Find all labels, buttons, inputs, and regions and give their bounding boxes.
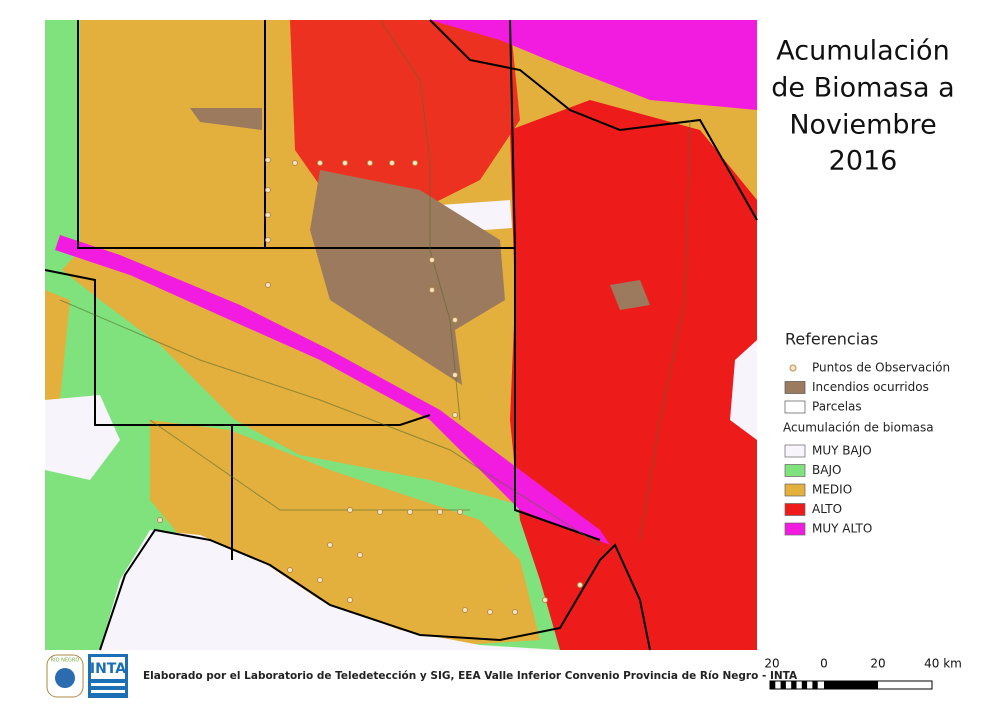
observation-point bbox=[327, 542, 333, 548]
legend-swatch bbox=[784, 483, 806, 497]
legend-swatch bbox=[784, 503, 806, 516]
observation-point bbox=[292, 160, 298, 166]
muy-alto-strip bbox=[55, 235, 610, 545]
scale-segment bbox=[824, 681, 878, 689]
seal-logo: RIO NEGRO bbox=[46, 654, 84, 698]
legend-swatch bbox=[784, 522, 806, 536]
observation-point bbox=[317, 160, 323, 166]
legend-subtitle: Acumulación de biomasa bbox=[783, 421, 934, 435]
scale-label: 20 bbox=[764, 657, 779, 671]
scale-bar: 20 0 20 40 km bbox=[764, 657, 962, 690]
muy-bajo-patch bbox=[45, 395, 120, 480]
seal-text: RIO NEGRO bbox=[51, 658, 80, 664]
observation-point bbox=[512, 609, 518, 615]
fire-area bbox=[190, 108, 262, 130]
observation-point bbox=[429, 287, 435, 293]
alto-area bbox=[290, 20, 520, 215]
observation-point bbox=[457, 509, 463, 515]
boundary-line bbox=[429, 19, 758, 221]
title-line: 2016 bbox=[829, 146, 898, 177]
muy-alto-area bbox=[430, 20, 757, 110]
observation-point bbox=[452, 317, 458, 323]
observation-point bbox=[347, 597, 353, 603]
observation-point bbox=[542, 597, 548, 603]
coast-line bbox=[99, 528, 651, 651]
observation-point bbox=[389, 160, 395, 166]
legend-label: Parcelas bbox=[812, 400, 862, 414]
observation-point bbox=[577, 582, 583, 588]
muy-bajo-sea bbox=[100, 530, 560, 650]
observation-point bbox=[157, 517, 163, 523]
logo-text: INTA bbox=[90, 661, 126, 677]
observation-point bbox=[342, 160, 348, 166]
observation-point bbox=[437, 509, 443, 515]
title-line: Noviembre bbox=[789, 110, 936, 141]
title-line: de Biomasa a bbox=[771, 73, 954, 104]
observation-point bbox=[357, 552, 363, 558]
scale-label: 20 bbox=[870, 657, 885, 671]
scale-segment bbox=[770, 681, 776, 689]
observation-point bbox=[317, 577, 323, 583]
observation-point bbox=[265, 157, 271, 163]
observation-point bbox=[265, 212, 271, 218]
observation-point bbox=[452, 372, 458, 378]
observation-points bbox=[157, 157, 583, 615]
observation-point bbox=[487, 609, 493, 615]
inta-logo: INTA bbox=[88, 654, 128, 698]
legend-swatch bbox=[784, 464, 806, 477]
legend-label: ALTO bbox=[812, 502, 842, 516]
scale-segment bbox=[791, 681, 797, 689]
fire-area bbox=[310, 170, 505, 385]
boundaries bbox=[44, 19, 758, 651]
legend-label: MUY ALTO bbox=[812, 522, 872, 536]
scale-segment bbox=[801, 681, 808, 689]
scale-segment bbox=[812, 681, 818, 689]
scale-segments bbox=[770, 681, 878, 689]
observation-point bbox=[377, 509, 383, 515]
boundary-line bbox=[77, 20, 515, 249]
observation-point bbox=[347, 507, 353, 513]
muy-bajo-sea bbox=[730, 340, 757, 440]
title: Acumulación de Biomasa a Noviembre 2016 bbox=[771, 36, 954, 177]
observation-point bbox=[407, 509, 413, 515]
legend-symbol bbox=[784, 381, 806, 394]
credit: Elaborado por el Laboratorio de Teledete… bbox=[143, 670, 798, 682]
scale-label: 40 km bbox=[924, 657, 962, 671]
observation-point bbox=[265, 237, 271, 243]
legend-swatch bbox=[784, 444, 806, 458]
observation-point bbox=[412, 160, 418, 166]
observation-point bbox=[265, 187, 271, 193]
footer: RIO NEGRO INTA Elaborado por el Laborato… bbox=[46, 654, 962, 698]
medio-area bbox=[45, 290, 70, 410]
legend-symbol bbox=[784, 400, 806, 414]
roads bbox=[59, 19, 691, 546]
fire-area bbox=[610, 280, 650, 310]
legend-label: Puntos de Observación bbox=[812, 361, 950, 375]
observation-point bbox=[462, 607, 468, 613]
observation-point bbox=[429, 257, 435, 263]
legend-label: MEDIO bbox=[812, 483, 852, 497]
legend: Referencias Acumulación de biomasa Punto… bbox=[783, 330, 950, 536]
boundary-line bbox=[44, 269, 431, 426]
observation-point bbox=[452, 412, 458, 418]
legend-label: MUY BAJO bbox=[812, 444, 872, 458]
legend-symbol bbox=[789, 364, 797, 372]
map bbox=[44, 19, 758, 651]
alto-area bbox=[510, 100, 757, 650]
title-line: Acumulación bbox=[776, 36, 949, 67]
observation-point bbox=[367, 160, 373, 166]
legend-title: Referencias bbox=[785, 330, 878, 349]
scale-label: 0 bbox=[820, 657, 828, 671]
observation-point bbox=[265, 282, 271, 288]
legend-label: Incendios ocurridos bbox=[812, 380, 929, 394]
boundary-line bbox=[509, 19, 601, 541]
scale-segment bbox=[780, 681, 786, 689]
observation-point bbox=[287, 567, 293, 573]
legend-label: BAJO bbox=[812, 463, 841, 477]
